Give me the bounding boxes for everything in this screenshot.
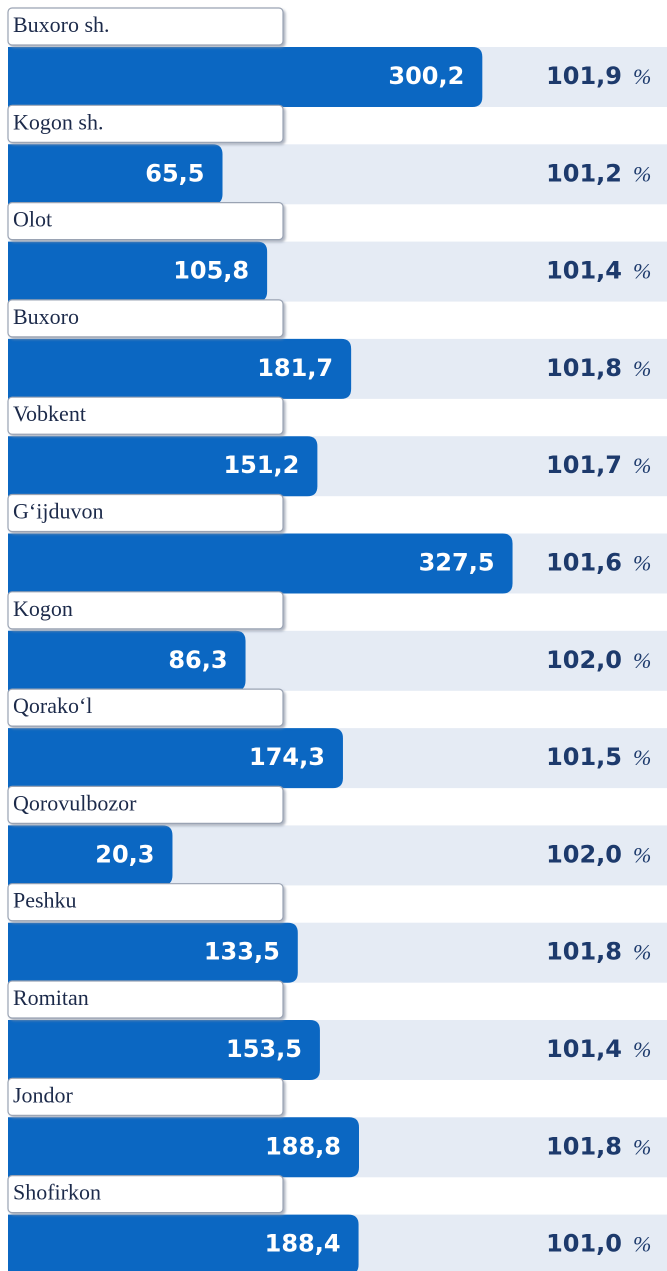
- growth-unit: %: [633, 64, 651, 89]
- category-label: Buxoro: [13, 304, 79, 329]
- category-label: Kogon: [13, 596, 73, 621]
- category-label: Romitan: [13, 985, 89, 1010]
- bar: [8, 241, 268, 302]
- bar: [8, 922, 298, 983]
- bar: [8, 825, 173, 886]
- growth-unit: %: [633, 161, 651, 186]
- growth-unit: %: [633, 453, 651, 478]
- value-label: 174,3: [249, 743, 325, 771]
- value-label: 188,4: [265, 1230, 341, 1258]
- value-label: 86,3: [168, 646, 227, 674]
- category-label: G‘ijduvon: [13, 499, 103, 524]
- growth-label: 101,8: [546, 354, 622, 382]
- category-label: Jondor: [13, 1082, 74, 1107]
- bar: [8, 144, 223, 205]
- value-label: 65,5: [145, 159, 204, 187]
- value-label: 153,5: [226, 1035, 302, 1063]
- category-label: Buxoro sh.: [13, 12, 110, 37]
- growth-unit: %: [633, 1232, 651, 1257]
- growth-unit: %: [633, 842, 651, 867]
- category-label: Peshku: [13, 888, 77, 913]
- growth-label: 102,0: [546, 840, 622, 868]
- category-box: [7, 980, 284, 1019]
- value-label: 133,5: [204, 938, 280, 966]
- value-label: 188,8: [265, 1132, 341, 1160]
- value-label: 151,2: [223, 451, 299, 479]
- category-box: [7, 591, 284, 630]
- value-label: 300,2: [388, 62, 464, 90]
- category-box: [7, 104, 284, 143]
- category-label: Shofirkon: [13, 1180, 101, 1205]
- value-label: 20,3: [95, 840, 154, 868]
- growth-unit: %: [633, 356, 651, 381]
- bar: [8, 338, 352, 399]
- growth-label: 101,4: [546, 257, 622, 285]
- growth-label: 101,9: [546, 62, 622, 90]
- bar: [8, 47, 483, 107]
- growth-unit: %: [633, 259, 651, 284]
- value-label: 327,5: [419, 549, 495, 577]
- category-label: Kogon sh.: [13, 109, 103, 134]
- category-box: [7, 1077, 284, 1116]
- category-label: Vobkent: [13, 401, 86, 426]
- value-label: 105,8: [173, 257, 249, 285]
- category-label: Olot: [13, 207, 52, 232]
- category-box: [7, 883, 284, 922]
- growth-label: 101,8: [546, 938, 622, 966]
- growth-unit: %: [633, 745, 651, 770]
- category-label: Qorovulbozor: [13, 790, 137, 815]
- growth-unit: %: [633, 551, 651, 576]
- category-box: [7, 688, 284, 727]
- category-box: [7, 493, 284, 533]
- growth-label: 101,0: [546, 1230, 622, 1258]
- growth-unit: %: [633, 940, 651, 965]
- bar: [8, 1117, 360, 1178]
- category-box: [7, 1174, 284, 1214]
- category-box: [7, 202, 284, 241]
- growth-label: 101,8: [546, 1132, 622, 1160]
- bar: [8, 630, 246, 691]
- growth-label: 101,2: [546, 159, 622, 187]
- growth-unit: %: [633, 648, 651, 673]
- bar: [8, 728, 343, 789]
- bar: [8, 1020, 320, 1080]
- category-box: [7, 299, 284, 338]
- category-box: [7, 785, 284, 825]
- growth-label: 101,7: [546, 451, 622, 479]
- growth-label: 101,5: [546, 743, 622, 771]
- growth-label: 101,4: [546, 1035, 622, 1063]
- bar: [8, 436, 318, 497]
- category-box: [7, 396, 284, 435]
- growth-unit: %: [633, 1037, 651, 1062]
- growth-label: 102,0: [546, 646, 622, 674]
- growth-label: 101,6: [546, 549, 622, 577]
- category-label: Qorako‘l: [13, 693, 92, 718]
- bar: [8, 1214, 359, 1271]
- value-label: 181,7: [257, 354, 333, 382]
- category-box: [7, 7, 284, 46]
- growth-unit: %: [633, 1134, 651, 1159]
- bar: [8, 533, 513, 594]
